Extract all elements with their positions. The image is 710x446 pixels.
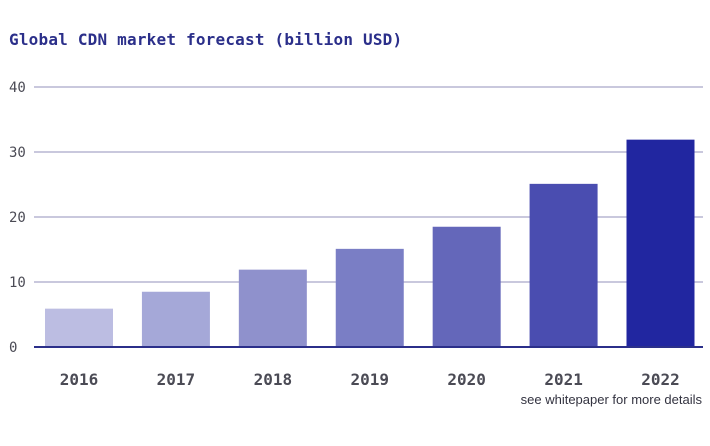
- x-axis-labels: 2016 2017 2018 2019 2020 2021 2022: [60, 370, 680, 389]
- bar-2019: [335, 248, 404, 347]
- x-tick-label: 2016: [60, 370, 99, 389]
- y-tick-label: 0: [9, 340, 17, 356]
- bar-2021: [529, 183, 598, 347]
- bar-2017: [141, 291, 210, 347]
- x-tick-label: 2018: [254, 370, 293, 389]
- bar-2018: [238, 269, 307, 347]
- bar-2020: [432, 226, 501, 347]
- y-tick-label: 40: [9, 80, 26, 96]
- x-tick-label: 2019: [350, 370, 389, 389]
- x-tick-label: 2021: [544, 370, 583, 389]
- y-tick-label: 10: [9, 275, 26, 291]
- chart-title: Global CDN market forecast (billion USD): [9, 30, 403, 49]
- y-axis-ticks: 0 10 20 30 40: [9, 80, 26, 356]
- bars: [45, 139, 695, 347]
- y-tick-label: 20: [9, 210, 26, 226]
- footnote: see whitepaper for more details: [520, 392, 702, 407]
- x-tick-label: 2017: [157, 370, 196, 389]
- y-tick-label: 30: [9, 145, 26, 161]
- bar-2022: [626, 139, 695, 347]
- bar-2016: [45, 308, 113, 347]
- x-tick-label: 2022: [641, 370, 680, 389]
- x-tick-label: 2020: [447, 370, 486, 389]
